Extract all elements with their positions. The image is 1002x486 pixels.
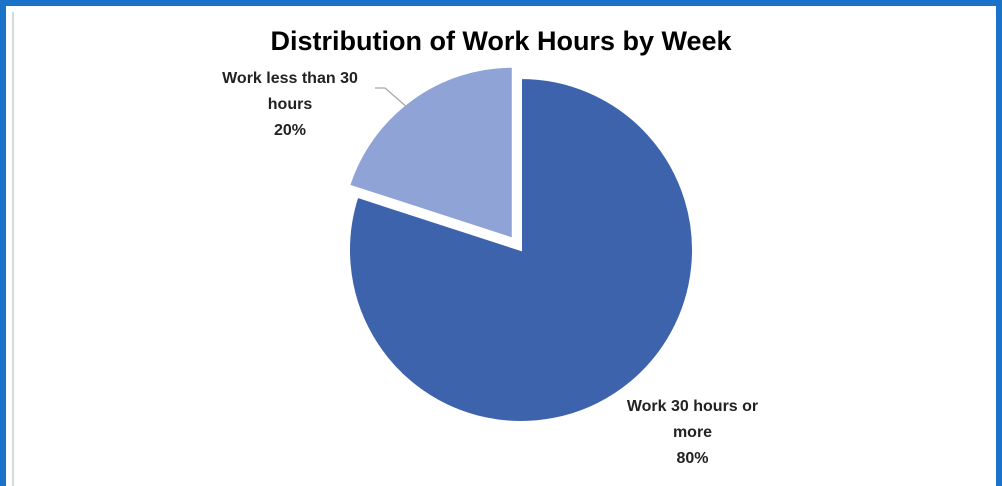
slice-label-work-less-than-30: Work less than 30 hours 20% — [200, 66, 380, 144]
slice-label-line: more — [672, 424, 713, 441]
pie-slice-work-30-or-more — [348, 76, 695, 423]
slice-label-line: Work less than 30 — [222, 70, 358, 87]
leader-line — [375, 87, 409, 109]
slice-percent: 20% — [273, 122, 307, 139]
slice-label-line: Work 30 hours or — [626, 398, 759, 415]
slice-label-line: hours — [267, 96, 313, 113]
pie-slice-work-less-than-30 — [347, 65, 514, 241]
slice-label-work-30-or-more: Work 30 hours or more 80% — [615, 394, 770, 472]
chart-title: Distribution of Work Hours by Week — [270, 26, 732, 56]
frame-divider — [12, 12, 14, 486]
slice-percent: 80% — [676, 450, 709, 467]
